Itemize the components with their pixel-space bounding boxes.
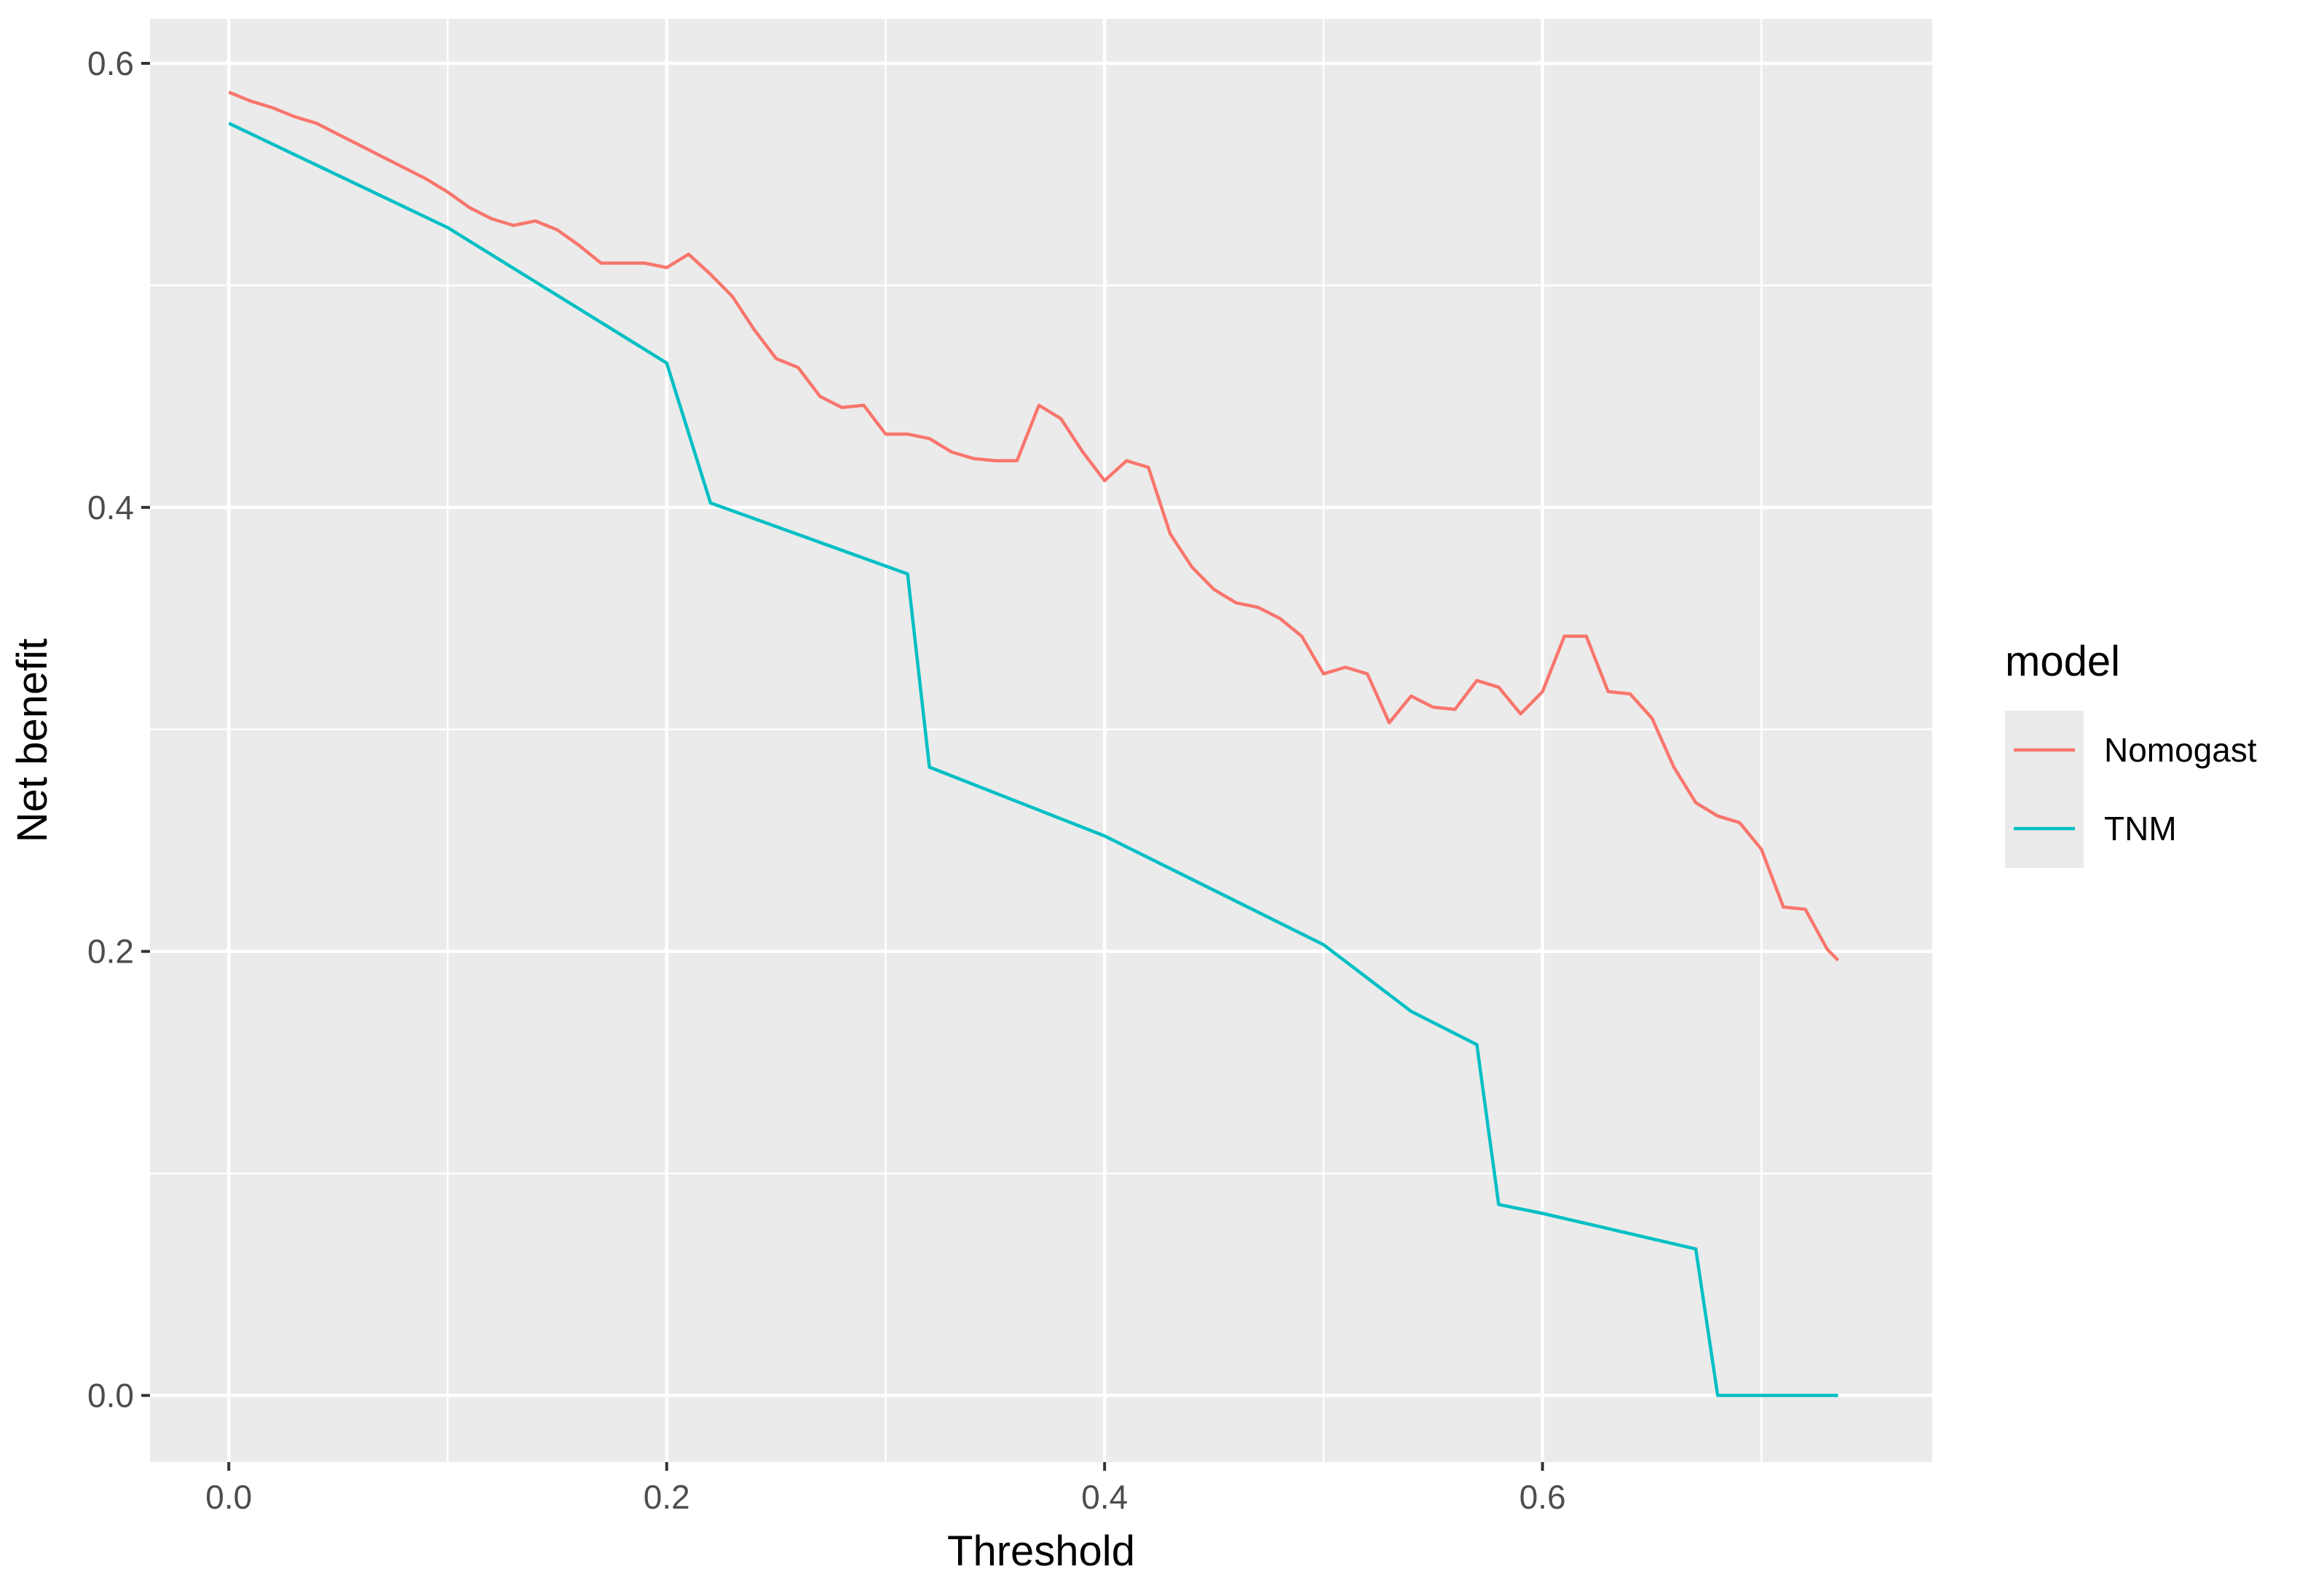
y-tick-label: 0.0	[87, 1377, 134, 1415]
legend-title: model	[2005, 638, 2120, 685]
y-tick-label: 0.6	[87, 44, 134, 82]
x-axis: 0.0 0.2 0.4 0.6	[205, 1462, 1566, 1516]
y-tick-label: 0.4	[87, 489, 134, 526]
series-line-tnm	[228, 122, 1838, 1397]
series-layer	[228, 90, 1840, 1397]
y-tick-label: 0.2	[87, 933, 134, 971]
legend-label-nomogast: Nomogast	[2104, 731, 2257, 769]
plot-panel	[150, 19, 1932, 1462]
x-tick-label: 0.4	[1081, 1478, 1128, 1516]
y-axis: 0.0 0.2 0.4 0.6	[87, 44, 150, 1415]
x-tick-label: 0.6	[1519, 1478, 1566, 1516]
series-line-nomogast	[228, 90, 1840, 962]
x-tick-label: 0.2	[644, 1478, 690, 1516]
x-tick-label: 0.0	[205, 1478, 252, 1516]
grid-major	[150, 19, 1932, 1462]
x-axis-title: Threshold	[947, 1528, 1135, 1575]
y-axis-title: Net benefit	[9, 639, 56, 843]
legend: model Nomogast TNM	[2005, 638, 2257, 868]
grid-minor	[150, 19, 1932, 1462]
legend-label-tnm: TNM	[2104, 810, 2177, 848]
